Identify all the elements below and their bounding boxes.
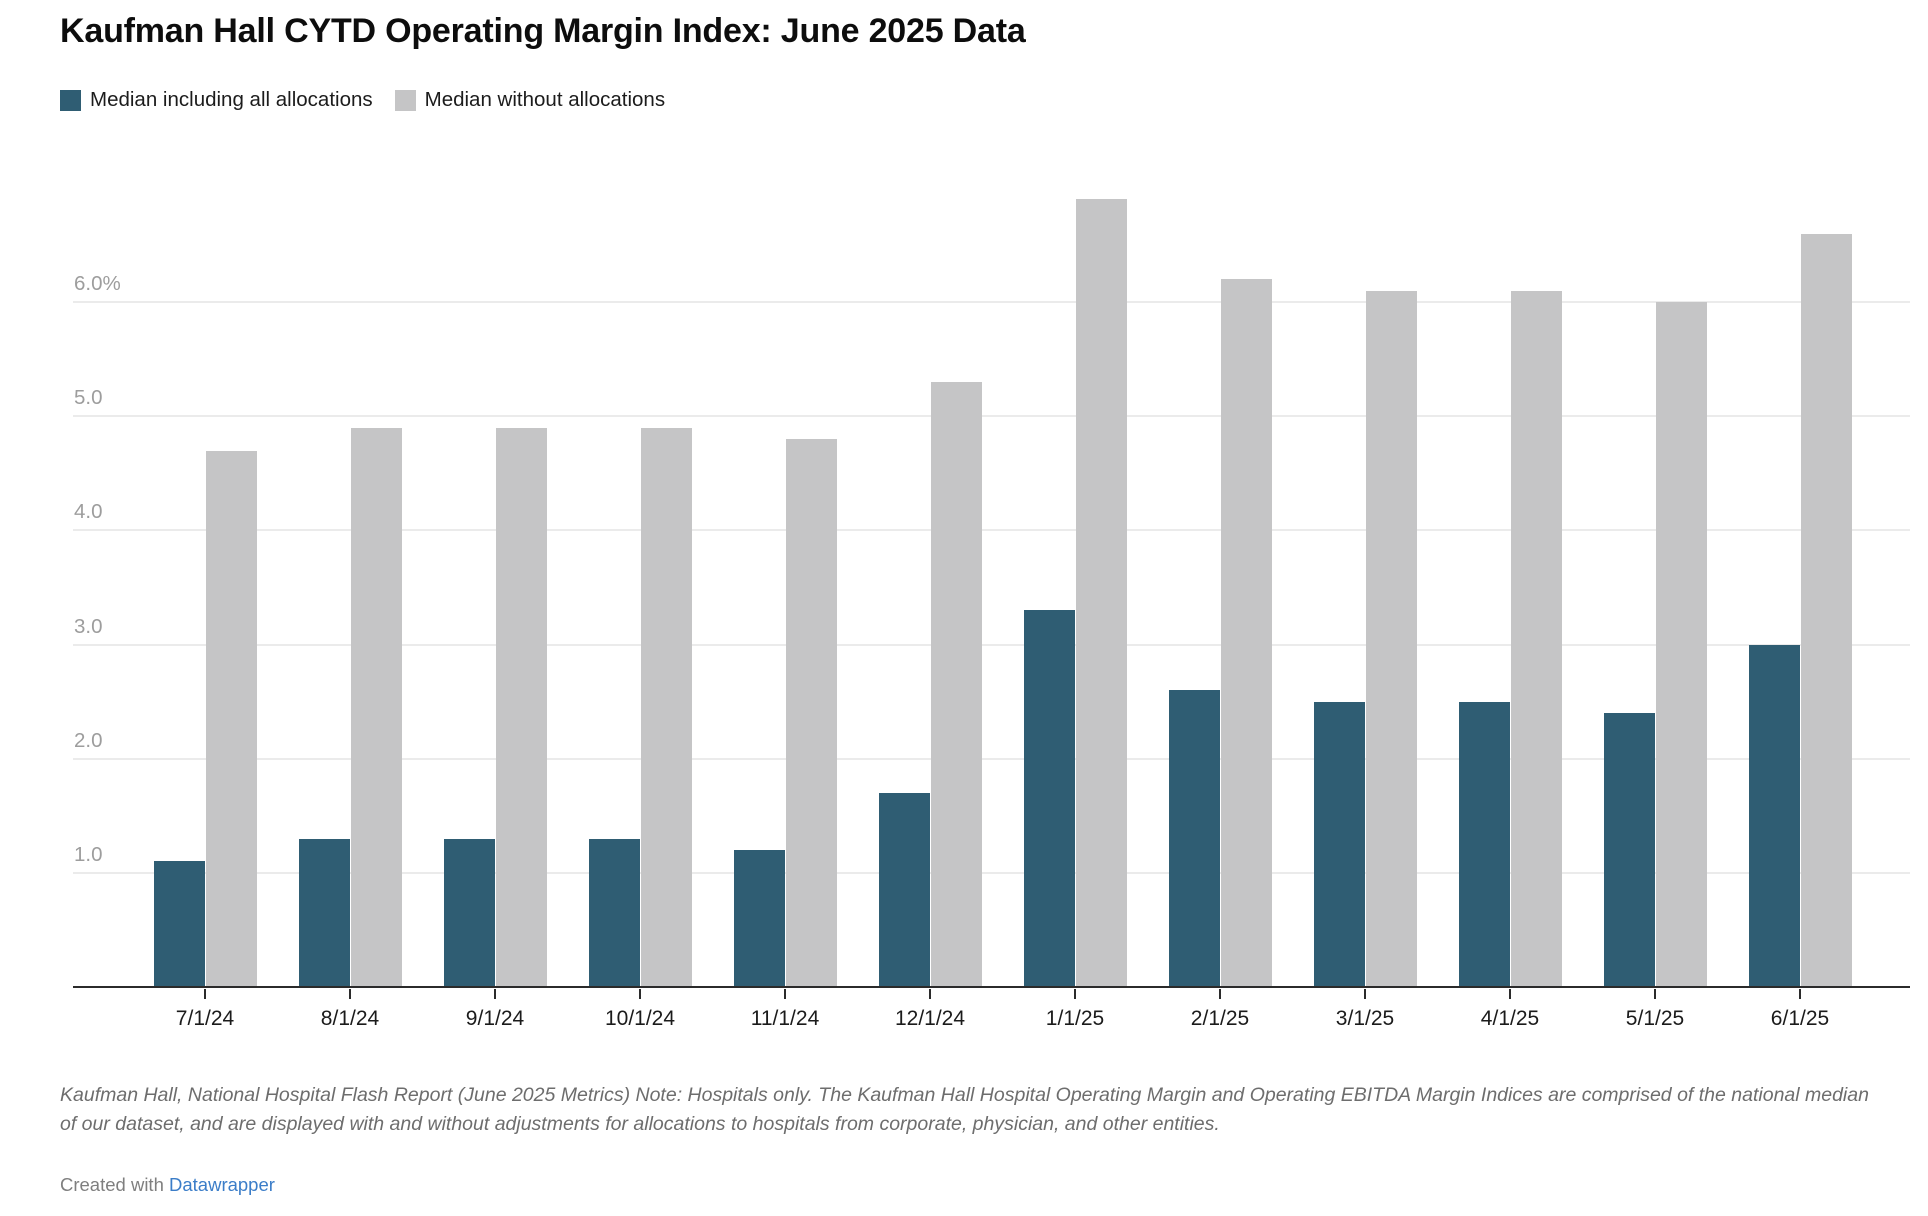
x-axis-tick xyxy=(784,989,786,999)
plot-area: 1.0 2.0 3.0 4.0 5.0 6.0% 7/1/24 8/1/24 9/1/24 10/… xyxy=(73,160,1910,1030)
bar-without-allocations xyxy=(206,450,257,987)
gridline-1 xyxy=(73,871,1910,874)
bar-without-allocations xyxy=(1221,279,1272,987)
datawrapper-attribution: Created with Datawrapper xyxy=(60,1174,275,1196)
x-axis-tick xyxy=(639,989,641,999)
bar-with-allocations xyxy=(1024,610,1075,987)
chart-title: Kaufman Hall CYTD Operating Margin Index… xyxy=(60,12,1026,50)
x-axis-tick xyxy=(929,989,931,999)
y-axis-label: 2.0 xyxy=(74,728,103,752)
gridline-2 xyxy=(73,757,1910,760)
legend-item-including-allocations: Median including all allocations xyxy=(60,88,373,112)
bar-with-allocations xyxy=(1169,690,1220,987)
bar-with-allocations xyxy=(734,850,785,987)
legend-swatch-without-allocations xyxy=(394,89,416,111)
gridline-6 xyxy=(73,301,1910,304)
x-axis-label: 8/1/24 xyxy=(320,1007,380,1030)
x-axis-tick xyxy=(349,989,351,999)
bar-with-allocations xyxy=(1749,644,1800,987)
legend-swatch-including-allocations xyxy=(60,89,81,111)
legend-item-without-allocations: Median without allocations xyxy=(394,88,666,112)
x-axis-label: 1/1/25 xyxy=(1045,1007,1105,1030)
legend-label: Median including all allocations xyxy=(90,88,373,111)
attribution-prefix: Created with xyxy=(60,1174,169,1195)
x-axis-label: 5/1/25 xyxy=(1625,1007,1685,1030)
legend-label: Median without allocations xyxy=(424,88,666,111)
legend: Median including all allocations Median … xyxy=(60,88,665,112)
y-axis-label: 3.0 xyxy=(74,614,103,638)
source-note: Kaufman Hall, National Hospital Flash Re… xyxy=(60,1084,1869,1135)
bar-with-allocations xyxy=(1459,701,1510,987)
x-axis-label: 6/1/25 xyxy=(1770,1007,1830,1030)
y-axis-label: 4.0 xyxy=(74,500,103,524)
axis-baseline xyxy=(73,985,1910,988)
bar-with-allocations xyxy=(444,838,495,987)
x-axis-tick xyxy=(1509,989,1511,999)
y-axis-label: 1.0 xyxy=(74,842,103,866)
x-axis-label: 12/1/24 xyxy=(894,1007,966,1030)
gridline-3 xyxy=(73,643,1910,646)
x-axis-label: 4/1/25 xyxy=(1480,1007,1540,1030)
x-axis-label: 7/1/24 xyxy=(175,1007,235,1030)
bar-without-allocations xyxy=(1366,290,1417,987)
x-axis-label: 11/1/24 xyxy=(750,1007,820,1030)
x-axis-tick xyxy=(1654,989,1656,999)
x-axis-tick xyxy=(494,989,496,999)
gridline-5 xyxy=(73,415,1910,418)
bar-with-allocations xyxy=(299,838,350,987)
y-axis-label: 5.0 xyxy=(74,386,103,410)
x-axis-label: 2/1/25 xyxy=(1190,1007,1250,1030)
x-axis-tick xyxy=(1799,989,1801,999)
y-axis-label: 6.0% xyxy=(74,272,121,296)
bar-without-allocations xyxy=(496,427,547,987)
bar-with-allocations xyxy=(589,838,640,987)
x-axis-tick xyxy=(1364,989,1366,999)
bar-without-allocations xyxy=(1656,302,1707,987)
x-axis-label: 3/1/25 xyxy=(1335,1007,1395,1030)
bar-without-allocations xyxy=(351,427,402,987)
gridline-4 xyxy=(73,529,1910,532)
bar-with-allocations xyxy=(1314,701,1365,987)
x-axis-label: 10/1/24 xyxy=(604,1007,676,1030)
bar-with-allocations xyxy=(1604,713,1655,987)
x-axis-label: 9/1/24 xyxy=(465,1007,525,1030)
bar-without-allocations xyxy=(931,382,982,987)
bar-without-allocations xyxy=(786,439,837,987)
bar-without-allocations xyxy=(1076,199,1127,987)
x-axis-tick xyxy=(1074,989,1076,999)
bar-with-allocations xyxy=(879,792,930,987)
bar-with-allocations xyxy=(154,861,205,987)
x-axis-tick xyxy=(1219,989,1221,999)
bar-without-allocations xyxy=(641,427,692,987)
datawrapper-link[interactable]: Datawrapper xyxy=(169,1174,275,1195)
bar-without-allocations xyxy=(1511,290,1562,987)
bar-without-allocations xyxy=(1801,233,1852,987)
x-axis-tick xyxy=(204,989,206,999)
